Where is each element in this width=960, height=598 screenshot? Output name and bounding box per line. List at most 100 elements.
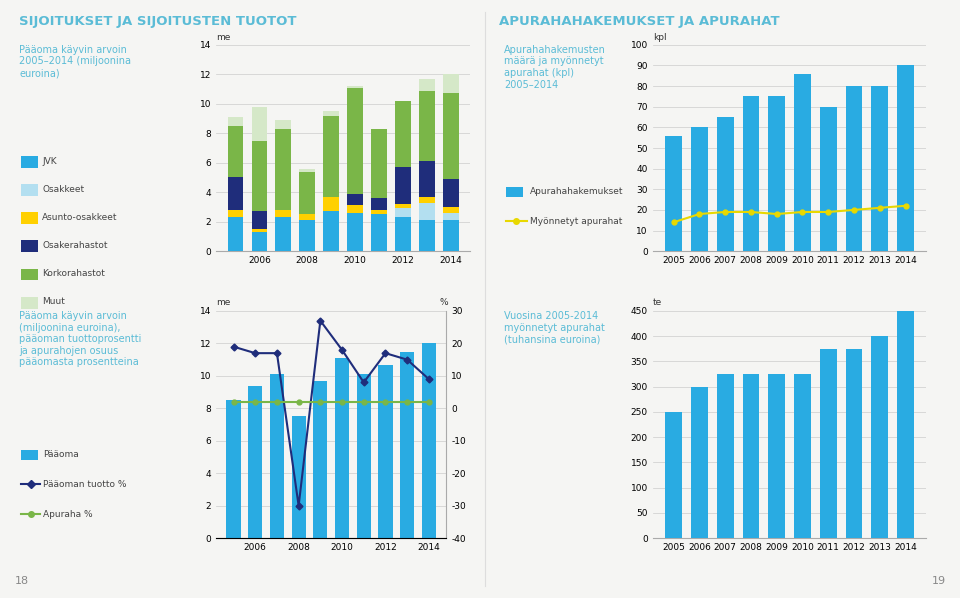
Bar: [276, 217, 291, 251]
Bar: [228, 210, 243, 217]
Text: Myönnetyt apurahat: Myönnetyt apurahat: [530, 216, 622, 226]
Text: SIJOITUKSET JA SIJOITUSTEN TUOTOT: SIJOITUKSET JA SIJOITUSTEN TUOTOT: [19, 15, 297, 28]
Bar: [357, 374, 371, 538]
Bar: [348, 86, 363, 87]
Text: Pääoma käyvin arvoin
(miljoonina euroina),
pääoman tuottoprosentti
ja apurahojen: Pääoma käyvin arvoin (miljoonina euroina…: [19, 311, 141, 367]
Text: JVK: JVK: [42, 157, 57, 166]
Bar: [378, 365, 393, 538]
Bar: [300, 220, 315, 251]
Bar: [348, 194, 363, 206]
Bar: [396, 217, 411, 251]
Bar: [820, 107, 836, 251]
Bar: [228, 178, 243, 210]
Bar: [444, 207, 459, 213]
Bar: [252, 141, 267, 211]
Bar: [252, 211, 267, 229]
Text: Osakerahastot: Osakerahastot: [42, 241, 108, 251]
Bar: [252, 229, 267, 232]
Bar: [872, 336, 888, 538]
Bar: [898, 66, 914, 251]
Bar: [228, 117, 243, 126]
Bar: [420, 197, 435, 203]
Bar: [300, 172, 315, 214]
Text: %: %: [440, 298, 448, 307]
Bar: [276, 210, 291, 217]
Bar: [444, 179, 459, 207]
Bar: [396, 209, 411, 217]
Text: Pääoma: Pääoma: [43, 450, 79, 459]
Bar: [396, 204, 411, 209]
Bar: [324, 115, 339, 197]
Bar: [270, 374, 284, 538]
Bar: [444, 220, 459, 251]
Bar: [444, 74, 459, 93]
Bar: [794, 74, 811, 251]
Bar: [691, 127, 708, 251]
Bar: [249, 386, 262, 538]
Bar: [444, 213, 459, 220]
Bar: [396, 167, 411, 204]
Bar: [300, 214, 315, 220]
Bar: [252, 232, 267, 251]
Text: kpl: kpl: [653, 33, 666, 42]
Text: Pääoma käyvin arvoin
2005–2014 (miljoonina
euroina): Pääoma käyvin arvoin 2005–2014 (miljooni…: [19, 45, 132, 78]
Bar: [846, 349, 862, 538]
Bar: [276, 129, 291, 210]
Bar: [372, 129, 387, 198]
Bar: [372, 210, 387, 214]
Bar: [252, 106, 267, 141]
Bar: [227, 400, 241, 538]
Bar: [743, 374, 759, 538]
Bar: [768, 96, 785, 251]
Bar: [872, 86, 888, 251]
Text: Osakkeet: Osakkeet: [42, 185, 84, 194]
Text: Apurahahakemusten
määrä ja myönnetyt
apurahat (kpl)
2005–2014: Apurahahakemusten määrä ja myönnetyt apu…: [504, 45, 606, 90]
Text: Vuosina 2005-2014
myönnetyt apurahat
(tuhansina euroina): Vuosina 2005-2014 myönnetyt apurahat (tu…: [504, 311, 605, 344]
Bar: [420, 79, 435, 90]
Text: Apuraha %: Apuraha %: [43, 509, 93, 519]
Bar: [372, 214, 387, 251]
Bar: [794, 374, 811, 538]
Bar: [846, 86, 862, 251]
Bar: [324, 111, 339, 115]
Bar: [228, 217, 243, 251]
Bar: [665, 136, 682, 251]
Bar: [420, 203, 435, 220]
Bar: [348, 213, 363, 251]
Bar: [348, 206, 363, 213]
Bar: [421, 343, 436, 538]
Bar: [420, 220, 435, 251]
Bar: [348, 87, 363, 194]
Bar: [717, 374, 733, 538]
Text: 19: 19: [931, 576, 946, 586]
Text: Muut: Muut: [42, 297, 65, 307]
Bar: [324, 211, 339, 251]
Text: Asunto-osakkeet: Asunto-osakkeet: [42, 213, 118, 222]
Text: Korkorahastot: Korkorahastot: [42, 269, 105, 279]
Bar: [444, 93, 459, 179]
Bar: [228, 126, 243, 178]
Bar: [372, 198, 387, 210]
Bar: [820, 349, 836, 538]
Bar: [665, 412, 682, 538]
Bar: [313, 381, 327, 538]
Bar: [335, 358, 349, 538]
Text: Apurahahakemukset: Apurahahakemukset: [530, 187, 623, 196]
Text: te: te: [653, 298, 662, 307]
Text: 18: 18: [14, 576, 29, 586]
Text: me: me: [216, 298, 230, 307]
Bar: [300, 169, 315, 172]
Bar: [717, 117, 733, 251]
Bar: [400, 352, 414, 538]
Bar: [420, 161, 435, 197]
Text: APURAHAHAKEMUKSET JA APURAHAT: APURAHAHAKEMUKSET JA APURAHAT: [499, 15, 780, 28]
Bar: [691, 387, 708, 538]
Bar: [898, 311, 914, 538]
Bar: [743, 96, 759, 251]
Bar: [276, 120, 291, 129]
Bar: [396, 101, 411, 167]
Bar: [420, 90, 435, 161]
Text: me: me: [216, 33, 230, 42]
Text: Pääoman tuotto %: Pääoman tuotto %: [43, 480, 127, 489]
Bar: [324, 197, 339, 211]
